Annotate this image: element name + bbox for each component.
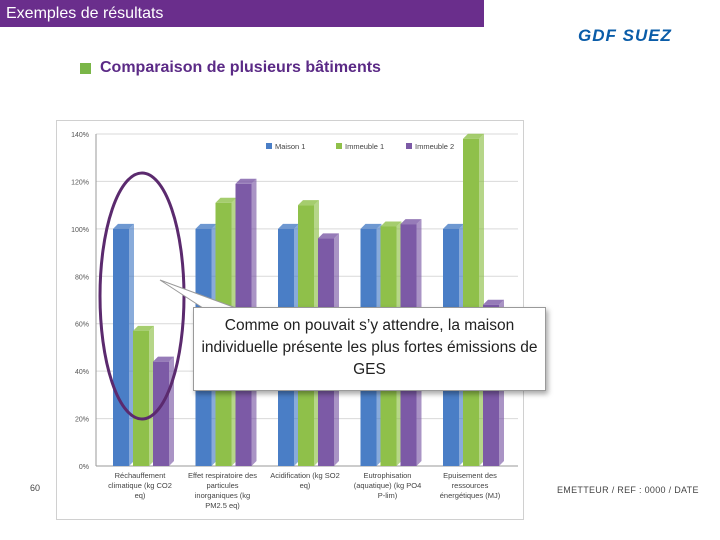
legend-swatch <box>266 143 272 149</box>
y-tick-label: 140% <box>71 132 89 139</box>
x-tick-label: Acidification (kg SO2 <box>270 471 340 480</box>
y-tick-label: 60% <box>75 322 89 329</box>
gdf-suez-logo: GDF SUEZ <box>578 26 672 45</box>
legend-label: Maison 1 <box>275 142 305 151</box>
x-tick-label: Eutrophisation <box>364 471 412 480</box>
legend-label: Immeuble 2 <box>415 142 454 151</box>
bar-top <box>483 299 504 305</box>
footer-reference: EMETTEUR / REF : 0000 / DATE <box>557 485 699 495</box>
bar-top <box>298 200 319 206</box>
legend-swatch <box>336 143 342 149</box>
bar-top <box>360 223 382 229</box>
x-tick-label: climatique (kg CO2 <box>108 481 172 490</box>
logo-text: GDF SUEZ <box>578 26 672 45</box>
bar-top <box>380 221 402 227</box>
slide-title: Exemples de résultats <box>0 0 484 27</box>
bar-top <box>400 219 422 225</box>
section-heading-text: Comparaison de plusieurs bâtiments <box>100 59 381 76</box>
bar <box>153 361 169 466</box>
bar-top <box>113 223 134 229</box>
x-tick-label: Réchauffement <box>115 471 167 480</box>
y-tick-label: 40% <box>75 369 89 376</box>
bar-top <box>133 325 154 331</box>
bar-top <box>278 223 299 229</box>
page-number: 60 <box>30 483 41 493</box>
bar-side <box>149 325 154 466</box>
y-tick-label: 80% <box>75 274 89 281</box>
bar-top <box>153 356 174 362</box>
bar-top <box>318 233 339 239</box>
x-tick-label: eq) <box>300 481 311 490</box>
bar-top <box>215 197 237 203</box>
bar-top <box>195 223 217 229</box>
x-tick-label: inorganiques (kg <box>195 491 250 500</box>
legend-label: Immeuble 1 <box>345 142 384 151</box>
bullet-square-icon <box>80 62 91 74</box>
callout-box: Comme on pouvait s’y attendre, la maison… <box>193 307 546 391</box>
x-tick-label: eq) <box>135 491 146 500</box>
bar <box>463 138 479 466</box>
y-tick-label: 100% <box>71 227 89 234</box>
y-tick-label: 20% <box>75 417 89 424</box>
x-tick-label: particules <box>206 481 238 490</box>
legend-swatch <box>406 143 412 149</box>
y-tick-label: 120% <box>71 179 89 186</box>
bar-top <box>443 223 464 229</box>
x-tick-label: Effet respiratoire des <box>188 471 257 480</box>
y-tick-label: 0% <box>79 464 89 471</box>
bar <box>113 228 129 466</box>
x-tick-label: PM2.5 eq) <box>205 501 240 510</box>
bar <box>133 330 149 466</box>
bar-side <box>129 223 134 466</box>
x-tick-label: ressources <box>452 481 489 490</box>
x-tick-label: Epuisement des <box>443 471 497 480</box>
bar-top <box>463 133 484 139</box>
x-tick-label: P-lim) <box>378 491 398 500</box>
x-tick-label: énergétiques (MJ) <box>440 491 501 500</box>
x-tick-label: (aquatique) (kg PO4 <box>354 481 422 490</box>
section-heading: Comparaison de plusieurs bâtiments <box>80 58 381 78</box>
bar-top <box>235 178 257 184</box>
